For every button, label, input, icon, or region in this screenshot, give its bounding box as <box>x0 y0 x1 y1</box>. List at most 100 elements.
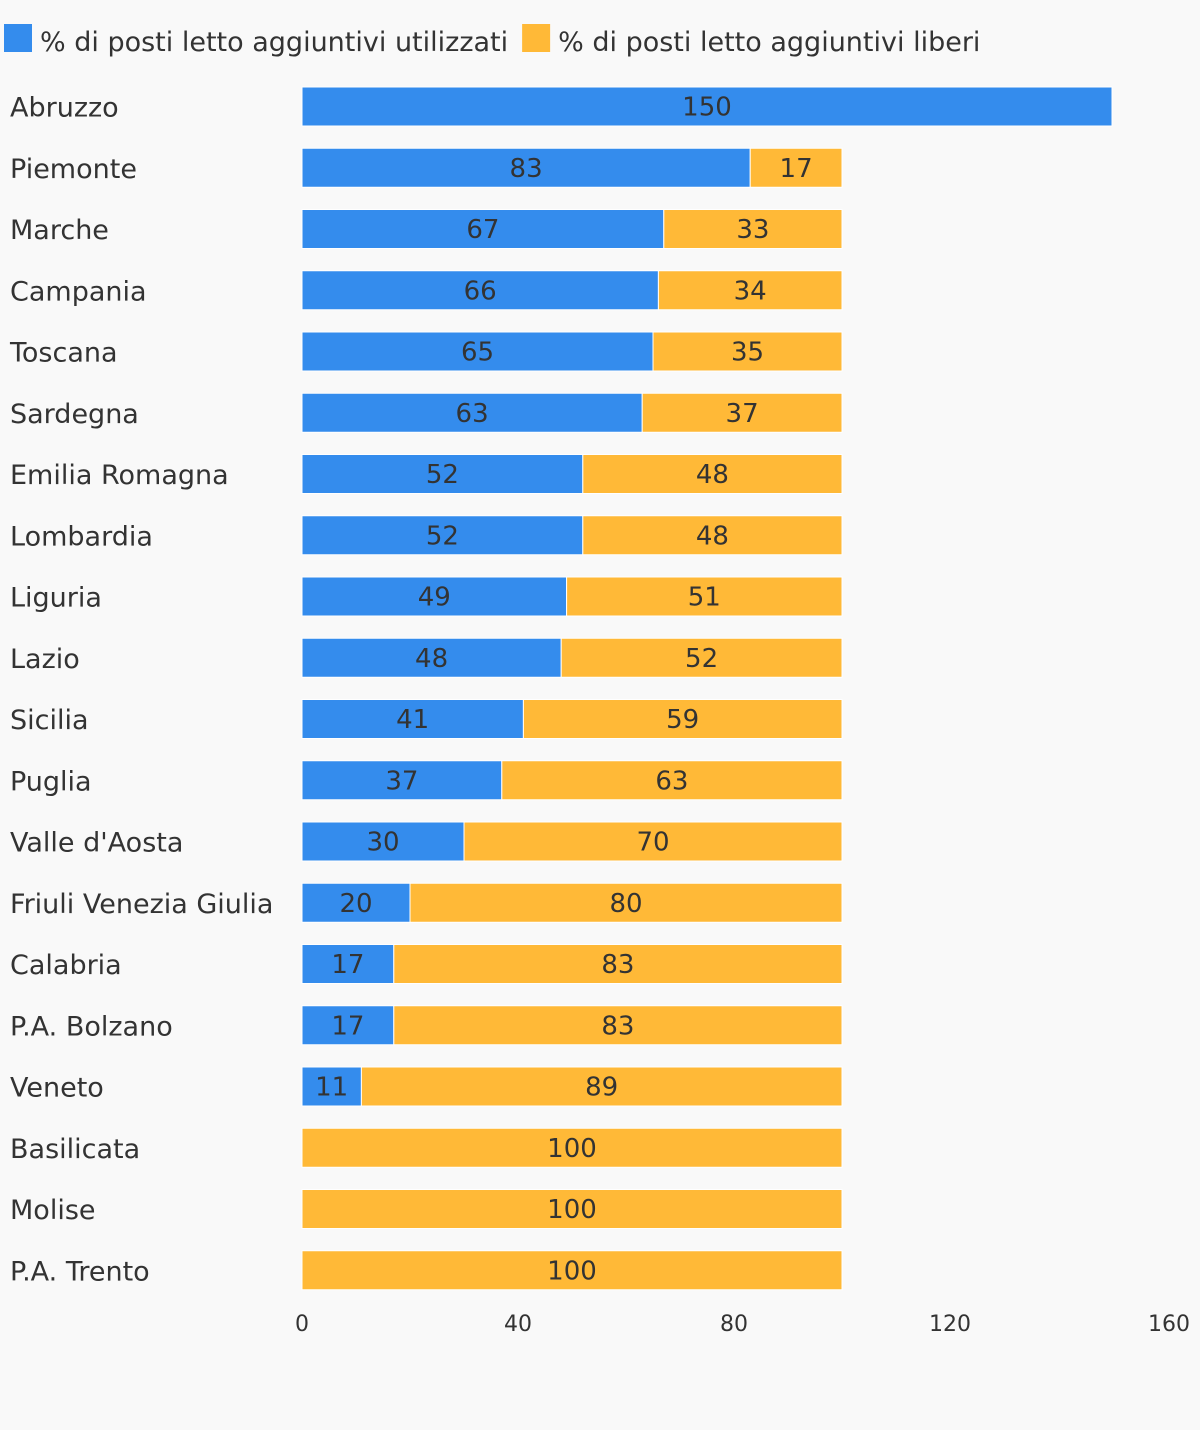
bar-row: Puglia 37 63 <box>10 760 843 801</box>
bar-segment-0 <box>301 515 584 556</box>
bar-segment-1 <box>749 147 843 188</box>
legend-label-0: % di posti letto aggiuntivi utilizzati <box>40 27 508 58</box>
data-label-0: 52 <box>426 460 459 490</box>
category-label: Sicilia <box>10 705 89 736</box>
bar-segment-0 <box>301 209 665 249</box>
bar-row: Lazio 48 52 <box>10 637 843 678</box>
bar-segment-1 <box>393 944 843 984</box>
bar-segment-1 <box>566 576 843 617</box>
bar-row: Sardegna 63 37 <box>10 392 843 433</box>
legend-label-1: % di posti letto aggiuntivi liberi <box>558 27 980 58</box>
data-label-1: 80 <box>609 889 642 919</box>
bar-segment-1 <box>522 699 843 739</box>
category-label: Abruzzo <box>10 93 119 124</box>
category-label: Liguria <box>10 583 102 614</box>
bar-segment-0 <box>301 576 568 617</box>
category-label: Valle d'Aosta <box>10 828 183 859</box>
bar-row: Marche 67 33 <box>10 209 843 249</box>
data-label-1: 33 <box>736 215 769 245</box>
bar-row: Piemonte 83 17 <box>10 147 843 188</box>
bar-segment-0 <box>301 331 654 372</box>
data-label-1: 35 <box>731 338 764 368</box>
data-label-1: 83 <box>601 950 634 980</box>
data-label-1: 48 <box>696 521 729 551</box>
data-label-1: 34 <box>734 276 767 306</box>
bar-row: Sicilia 41 59 <box>10 699 843 739</box>
data-label-0: 65 <box>461 338 494 368</box>
category-label: Emilia Romagna <box>10 460 229 491</box>
category-label: Veneto <box>10 1073 104 1104</box>
bar-segment-1 <box>652 331 843 372</box>
plot-area: Abruzzo 150 Piemonte 83 17 Marche 67 33 Campania… <box>9 86 1113 1291</box>
data-label-0: 11 <box>315 1073 348 1103</box>
data-label-1: 51 <box>688 583 721 613</box>
bar-row: Emilia Romagna 52 48 <box>10 454 843 494</box>
bar-row: Calabria 17 83 <box>10 944 843 984</box>
x-tick-label: 160 <box>1148 1312 1190 1337</box>
data-label-0: 48 <box>415 644 448 674</box>
bar-row: Valle d'Aosta 30 70 <box>10 821 843 862</box>
bar-segment-1 <box>463 821 843 862</box>
bar-row: Campania 66 34 <box>10 270 843 311</box>
data-label-0: 49 <box>418 583 451 613</box>
bar-segment-1 <box>560 637 843 678</box>
bar-segment-0 <box>301 944 395 984</box>
bar-row: P.A. Trento0100 <box>10 1250 843 1291</box>
data-label-1: 59 <box>666 705 699 735</box>
data-label-1: 70 <box>636 828 669 858</box>
category-label: Lombardia <box>10 521 153 552</box>
bar-row: Veneto 11 89 <box>10 1066 843 1107</box>
category-label: Calabria <box>10 950 122 981</box>
bar-row: Liguria 49 51 <box>10 576 843 617</box>
category-label: Basilicata <box>10 1134 140 1165</box>
bar-segment-0 <box>301 637 562 678</box>
bar-row: P.A. Bolzano 17 83 <box>10 1005 843 1046</box>
data-label-0: 37 <box>385 766 418 796</box>
data-label-0: 66 <box>464 276 497 306</box>
category-label: Toscana <box>9 338 118 369</box>
bar-segment-0 <box>301 392 643 433</box>
category-label: Piemonte <box>10 154 137 185</box>
bar-segment-1 <box>657 270 843 311</box>
data-label-0: 17 <box>331 1011 364 1041</box>
x-axis: 0 40 80 120 160 <box>295 1312 1190 1337</box>
category-label: P.A. Bolzano <box>10 1011 173 1042</box>
category-label: Sardegna <box>10 399 139 430</box>
data-label-0: 83 <box>510 154 543 184</box>
data-label-1: 89 <box>585 1073 618 1103</box>
bar-segment-0 <box>301 270 659 311</box>
x-tick-label: 40 <box>504 1312 532 1337</box>
bar-segment-1 <box>641 392 843 433</box>
data-label-1: 37 <box>726 399 759 429</box>
data-label-0: 30 <box>366 828 399 858</box>
bar-row: Molise0100 <box>10 1189 843 1229</box>
data-label-0: 17 <box>331 950 364 980</box>
bar-row: Abruzzo 150 <box>10 86 1113 127</box>
data-label-1: 100 <box>547 1195 597 1225</box>
data-label-1: 52 <box>685 644 718 674</box>
data-label-1: 83 <box>601 1011 634 1041</box>
data-label-1: 63 <box>655 766 688 796</box>
bar-segment-1 <box>409 882 843 923</box>
category-label: Puglia <box>10 766 92 797</box>
category-label: P.A. Trento <box>10 1256 150 1287</box>
bar-segment-1 <box>360 1066 843 1107</box>
category-label: Marche <box>10 215 109 246</box>
category-label: Campania <box>10 276 147 307</box>
bar-segment-0 <box>301 699 524 739</box>
data-label-0: 20 <box>339 889 372 919</box>
data-label-1: 17 <box>780 154 813 184</box>
bar-segment-1 <box>301 1250 843 1291</box>
bar-segment-1 <box>582 454 843 494</box>
bar-row: Basilicata0100 <box>10 1127 843 1168</box>
data-label-0: 41 <box>396 705 429 735</box>
bar-segment-0 <box>301 86 1113 127</box>
bar-segment-0 <box>301 454 584 494</box>
data-label-0: 63 <box>456 399 489 429</box>
category-label: Molise <box>10 1195 96 1226</box>
legend: % di posti letto aggiuntivi utilizzati % … <box>4 24 980 58</box>
bar-segment-1 <box>663 209 843 249</box>
bar-row: Toscana 65 35 <box>9 331 843 372</box>
data-label-0: 67 <box>466 215 499 245</box>
